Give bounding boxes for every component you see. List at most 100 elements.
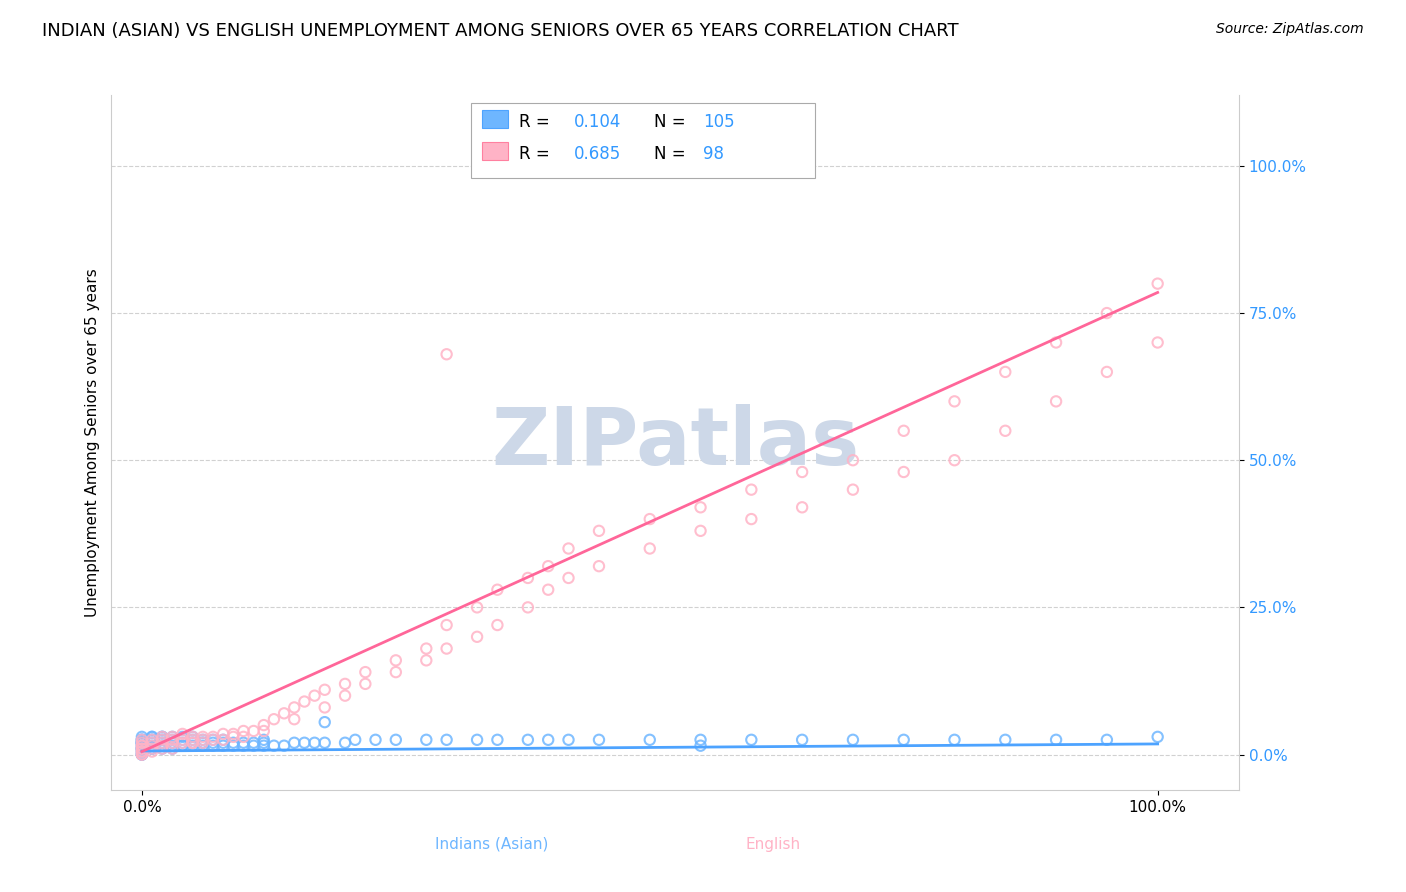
Point [150, 730, 173, 744]
Point [212, 732, 235, 747]
Point [141, 741, 163, 756]
Point [294, 694, 316, 708]
Point [181, 730, 204, 744]
Point [516, 571, 538, 585]
Point [131, 741, 153, 756]
Point [842, 453, 865, 467]
Point [191, 736, 214, 750]
Point [1095, 732, 1118, 747]
Point [557, 541, 579, 556]
Point [689, 739, 711, 753]
Point [253, 718, 276, 732]
Point [181, 739, 204, 753]
Point [1095, 365, 1118, 379]
Point [232, 730, 254, 744]
Point [131, 747, 153, 762]
Point [232, 736, 254, 750]
Point [253, 739, 276, 753]
Point [385, 732, 408, 747]
Point [150, 739, 173, 753]
Point [893, 732, 915, 747]
Point [557, 571, 579, 585]
Point [181, 736, 204, 750]
Point [172, 732, 194, 747]
Point [314, 700, 336, 714]
Point [150, 739, 173, 753]
Point [415, 641, 437, 656]
Point [162, 730, 184, 744]
Point [263, 739, 285, 753]
Point [141, 741, 163, 756]
Point [191, 732, 214, 747]
Point [486, 582, 509, 597]
Point [415, 732, 437, 747]
Point [131, 736, 153, 750]
Point [141, 730, 163, 744]
Point [537, 582, 560, 597]
Point [314, 736, 336, 750]
Point [131, 747, 153, 762]
Point [131, 741, 153, 756]
Point [172, 736, 194, 750]
Point [181, 730, 204, 744]
Point [263, 712, 285, 726]
Point [333, 736, 356, 750]
Point [283, 700, 305, 714]
Point [172, 736, 194, 750]
Point [436, 618, 458, 632]
Point [131, 736, 153, 750]
Point [131, 736, 153, 750]
Point [162, 736, 184, 750]
Point [131, 739, 153, 753]
Point [141, 741, 163, 756]
Point [242, 723, 264, 738]
Point [131, 736, 153, 750]
Point [253, 723, 276, 738]
Text: 0.685: 0.685 [574, 145, 621, 163]
Point [304, 736, 326, 750]
Text: R =: R = [519, 113, 555, 131]
Point [1095, 306, 1118, 320]
Point [201, 739, 224, 753]
Point [1045, 394, 1067, 409]
Point [162, 739, 184, 753]
Point [354, 665, 377, 679]
Point [150, 730, 173, 744]
Point [273, 739, 295, 753]
Point [304, 689, 326, 703]
Point [191, 736, 214, 750]
Point [222, 736, 245, 750]
Y-axis label: Unemployment Among Seniors over 65 years: Unemployment Among Seniors over 65 years [86, 268, 100, 617]
Point [1146, 730, 1168, 744]
Point [131, 745, 153, 759]
Point [1146, 277, 1168, 291]
Point [181, 732, 204, 747]
Text: ZIPatlas: ZIPatlas [491, 403, 859, 482]
Point [162, 730, 184, 744]
Point [465, 600, 488, 615]
Point [232, 739, 254, 753]
Point [201, 732, 224, 747]
Point [638, 732, 661, 747]
Point [141, 745, 163, 759]
Point [162, 736, 184, 750]
Text: 0.104: 0.104 [574, 113, 621, 131]
Point [1045, 335, 1067, 350]
Point [212, 732, 235, 747]
Point [893, 465, 915, 479]
Point [131, 745, 153, 759]
Point [740, 512, 762, 526]
Point [638, 512, 661, 526]
Point [201, 736, 224, 750]
Point [253, 732, 276, 747]
Text: N =: N = [654, 145, 690, 163]
Point [222, 730, 245, 744]
Text: N =: N = [654, 113, 690, 131]
Point [516, 732, 538, 747]
Point [150, 732, 173, 747]
Point [943, 732, 966, 747]
Point [150, 736, 173, 750]
Point [943, 453, 966, 467]
Point [222, 739, 245, 753]
Point [131, 745, 153, 759]
